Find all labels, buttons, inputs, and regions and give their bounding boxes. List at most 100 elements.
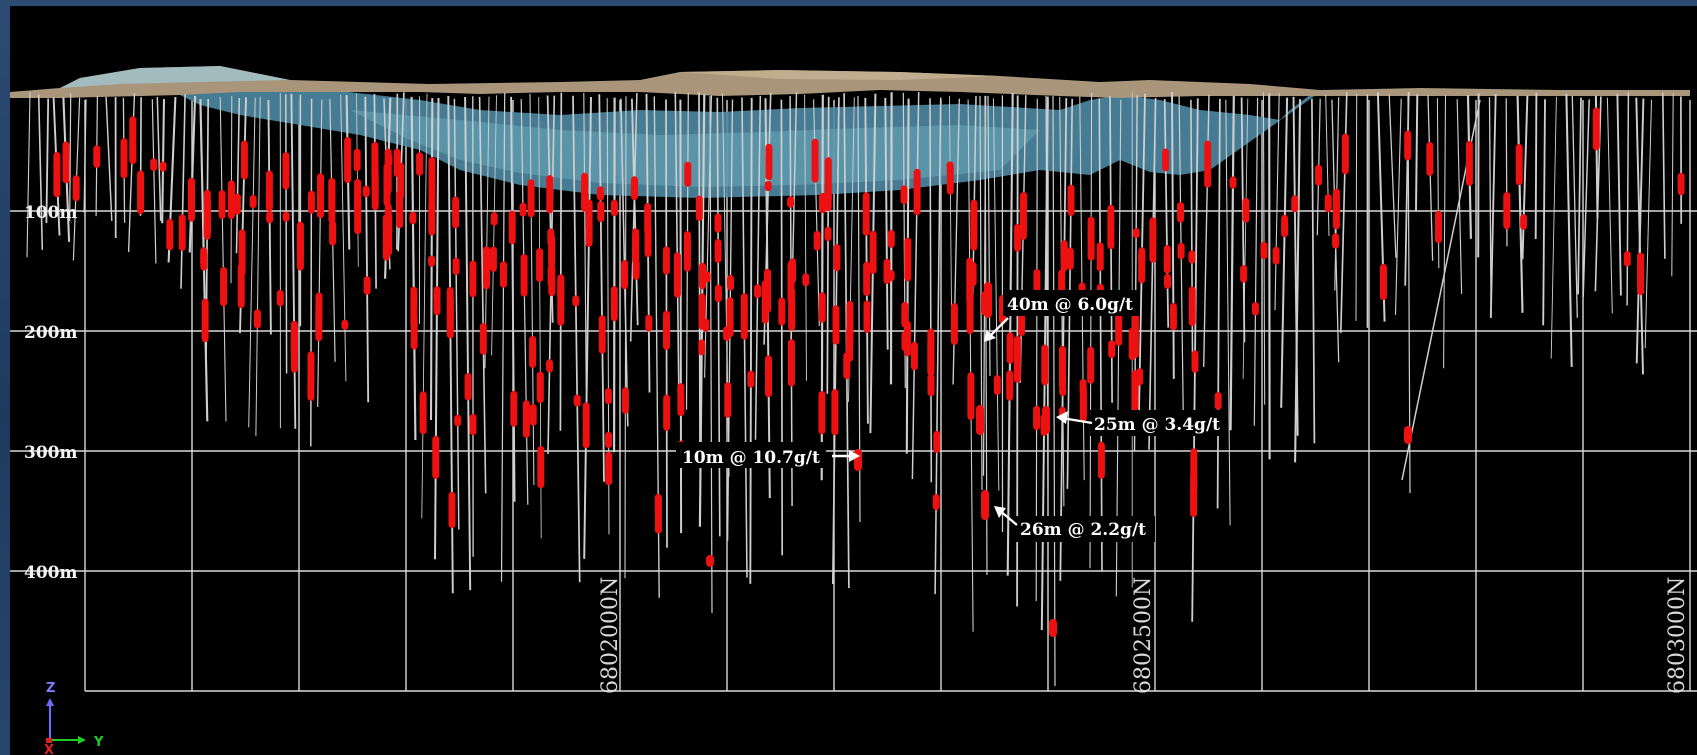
depth-label-300m: 300m [24, 443, 77, 463]
drill-hole-trace [219, 97, 227, 422]
intercept-mark [1013, 335, 1021, 383]
intercept-mark [1324, 194, 1332, 213]
drill-hole-trace [1294, 99, 1302, 463]
intercept-mark [1240, 265, 1248, 283]
intercept-mark [520, 254, 528, 297]
intercept-mark [253, 309, 261, 329]
intercept-mark [765, 143, 773, 181]
intercept-mark [1315, 164, 1323, 186]
intercept-mark [159, 161, 167, 172]
intercept-mark [233, 193, 241, 215]
drill-hole-trace [410, 96, 417, 441]
intercept-mark [869, 230, 877, 274]
intercept-mark [536, 248, 544, 282]
intercept-mark [93, 145, 101, 168]
intercept-mark [887, 270, 895, 282]
intercept-mark [282, 211, 290, 222]
intercept-mark [469, 260, 477, 298]
intercept-mark [631, 176, 638, 200]
arrowhead-icon [1056, 411, 1068, 424]
intercept-mark [120, 138, 128, 179]
intercept-mark [1115, 309, 1123, 346]
arrowhead-icon [849, 450, 860, 462]
drill-hole-trace [1456, 99, 1463, 294]
intercept-mark [265, 170, 273, 212]
intercept-mark [778, 297, 786, 326]
drill-hole-trace [453, 98, 460, 530]
intercept-mark [832, 305, 840, 345]
intercept-mark [1177, 202, 1185, 223]
drill-hole-trace [1229, 95, 1235, 431]
drill-hole-trace [1516, 95, 1524, 313]
callout-label: 40m @ 6.0g/t [1007, 295, 1133, 315]
drill-hole-trace [804, 94, 807, 381]
drill-hole-trace [1311, 98, 1316, 444]
intercept-mark [1465, 140, 1473, 186]
intercept-mark [714, 213, 722, 233]
drill-hole-trace [629, 92, 638, 342]
intercept-mark [1087, 216, 1095, 261]
drill-hole-trace [434, 97, 440, 560]
mineralised-intercepts [53, 107, 1685, 637]
drill-hole-trace [679, 99, 683, 534]
intercept-mark [362, 185, 370, 198]
intercept-mark [1079, 379, 1087, 395]
intercept-mark [464, 373, 472, 401]
drill-hole-trace [967, 99, 974, 632]
intercept-mark [452, 257, 460, 275]
drill-hole-trace [1059, 98, 1068, 581]
intercept-mark [178, 214, 186, 251]
intercept-mark [1677, 172, 1685, 196]
axis-triad-icon: Z Y X [44, 681, 104, 755]
intercept-mark [645, 314, 653, 332]
intercept-mark [419, 391, 427, 435]
intercept-mark [904, 237, 912, 282]
drill-hole-trace [630, 98, 639, 326]
intercept-mark [489, 246, 497, 272]
intercept-mark [546, 359, 553, 373]
intercept-mark [371, 170, 379, 211]
intercept-mark [1242, 197, 1250, 223]
intercept-mark [740, 293, 748, 340]
drill-hole-trace [780, 99, 784, 556]
intercept-mark [706, 555, 714, 567]
intercept-mark [1097, 441, 1105, 479]
intercept-mark [663, 310, 670, 350]
intercept-mark [490, 212, 498, 226]
northing-label-6802000N: 6802000N [598, 577, 623, 694]
intercept-mark [1162, 148, 1170, 172]
drill-hole-trace [1339, 92, 1348, 333]
intercept-mark [1067, 184, 1075, 216]
intercept-mark [1404, 130, 1412, 161]
intercept-mark [150, 158, 158, 172]
intercept-mark [654, 493, 662, 513]
intercept-mark [341, 319, 349, 330]
intercept-mark [724, 382, 732, 418]
intercept-mark [537, 446, 545, 489]
intercept-mark [1191, 350, 1199, 373]
intercept-mark [227, 180, 235, 220]
callout-bg [1090, 410, 1226, 436]
intercept-mark [428, 201, 436, 236]
intercept-mark [1020, 192, 1028, 212]
intercept-mark [1188, 286, 1196, 326]
intercept-mark [1592, 107, 1600, 151]
drill-hole-trace [500, 92, 506, 582]
arrow-left-icon [1061, 416, 1093, 425]
intercept-mark [765, 355, 772, 398]
intercept-mark [548, 234, 556, 268]
drill-hole-trace [1550, 96, 1557, 359]
intercept-mark [818, 292, 826, 323]
intercept-mark [903, 320, 911, 357]
intercept-mark [1087, 346, 1095, 384]
drill-hole-trace [1225, 99, 1231, 526]
drill-hole-trace [1388, 94, 1397, 258]
intercept-mark [1096, 242, 1104, 272]
drill-hole-trace [624, 96, 627, 579]
intercept-mark [307, 190, 315, 214]
intercept-mark [72, 175, 80, 202]
drill-hole-trace [1052, 95, 1056, 687]
intercept-mark [397, 162, 405, 200]
intercept-mark [727, 275, 734, 291]
